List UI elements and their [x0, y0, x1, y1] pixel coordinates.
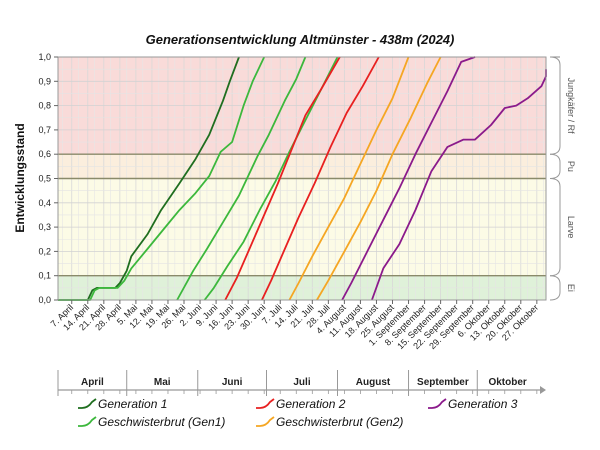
legend-label-generation-3: Generation 3: [448, 397, 518, 411]
month-label-september: September: [417, 377, 469, 388]
stage-label-larve: Larve: [566, 216, 576, 239]
month-label-oktober: Oktober: [488, 377, 526, 388]
month-label-juni: Juni: [222, 377, 243, 388]
month-label-april: April: [81, 377, 104, 388]
y-tick-label: 0,9: [38, 76, 51, 86]
series-line-generation-1: [58, 56, 240, 301]
legend-swatch-generation-3: [428, 398, 447, 409]
y-tick-label: 0,1: [38, 271, 51, 281]
stage-label-jungk-fer-rf: Jungkäfer / Rf: [566, 78, 576, 135]
y-tick-label: 1,0: [38, 52, 51, 62]
series-line-generation-2: [224, 56, 341, 301]
month-axis: April Mai Juni Juli August September Oktober: [57, 370, 546, 396]
y-tick-label: 0,5: [38, 174, 51, 184]
month-label-august: August: [356, 377, 391, 388]
stage-label-pu: Pu: [566, 161, 576, 172]
legend-swatch-geschwisterbrut-gen1: [78, 416, 97, 427]
y-tick-label: 0,2: [38, 246, 51, 256]
y-tick-label: 0,3: [38, 222, 51, 232]
legend-label-geschwisterbrut-gen1: Geschwisterbrut (Gen1): [98, 415, 225, 429]
series-line-geschwisterbrut-gen1: [203, 56, 339, 301]
legend-label-generation-1: Generation 1: [98, 397, 167, 411]
stage-label-ei: Ei: [566, 284, 576, 292]
legend-swatch-geschwisterbrut-gen2: [256, 416, 275, 427]
series-line-generation-2: [261, 56, 380, 301]
stage-labels: Jungkäfer / Rf Pu Larve Ei: [549, 56, 576, 301]
chart-title: Generationsentwicklung Altmünster - 438m…: [146, 32, 455, 47]
y-tick-label: 0,6: [38, 149, 51, 159]
legend-swatch-generation-1: [78, 398, 97, 409]
legend-label-generation-2: Generation 2: [276, 397, 346, 411]
y-tick-label: 0,7: [38, 125, 51, 135]
month-label-mai: Mai: [154, 377, 171, 388]
legend-swatch-generation-2: [256, 398, 275, 409]
y-tick-label: 0,8: [38, 101, 51, 111]
series-line-generation-3: [371, 69, 547, 301]
axes: 0,00,10,20,30,40,50,60,70,80,91,07. Apri…: [38, 52, 547, 351]
grid: [58, 56, 546, 301]
series-lines: [58, 56, 547, 301]
legend: Generation 1 Generation 2 Generation 3 Gesc…: [78, 397, 518, 429]
stage-bracket: [549, 153, 561, 179]
stage-bracket: [549, 56, 561, 155]
series-line-geschwisterbrut-gen2: [288, 56, 410, 301]
legend-label-geschwisterbrut-gen2: Geschwisterbrut (Gen2): [276, 415, 403, 429]
series-line-generation-1: [176, 56, 307, 301]
series-line-generation-3: [341, 56, 476, 301]
month-axis-arrow: [540, 386, 546, 394]
stage-bracket: [549, 275, 561, 301]
y-tick-label: 0,0: [38, 295, 51, 305]
stage-bracket: [549, 178, 561, 277]
month-label-juli: Juli: [293, 377, 310, 388]
series-line-geschwisterbrut-gen1: [58, 56, 266, 301]
y-tick-label: 0,4: [38, 198, 51, 208]
y-axis-title: Entwicklungsstand: [13, 123, 27, 232]
series-line-geschwisterbrut-gen2: [316, 56, 442, 301]
